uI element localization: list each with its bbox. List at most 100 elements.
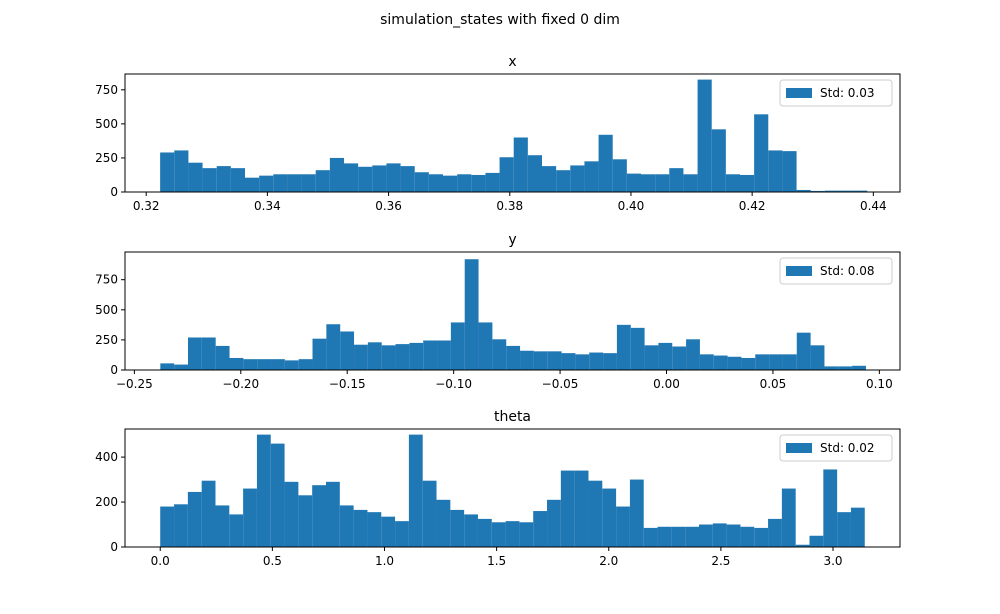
- histogram-bar: [629, 479, 644, 547]
- histogram-bar: [301, 174, 316, 192]
- histogram-bar: [187, 491, 202, 547]
- subplot-x: x 0.32 0.34 0.36 0.38 0.40 0.42 0.44 0 250 500 750 S…: [95, 54, 901, 213]
- histogram-bar: [160, 506, 175, 547]
- histogram-bar: [574, 470, 589, 547]
- x-tick-label: 3.0: [823, 554, 842, 568]
- histogram-bar: [672, 346, 687, 370]
- histogram-bar: [443, 175, 458, 192]
- histogram-bar: [809, 535, 824, 547]
- histogram-bar: [471, 174, 486, 192]
- histogram-bar: [202, 168, 217, 192]
- subplot-title: y: [508, 232, 516, 248]
- histogram-bar: [810, 190, 825, 192]
- histogram-bar: [423, 340, 438, 370]
- histogram-bar: [853, 190, 868, 192]
- x-tick-label: 0.00: [653, 377, 680, 391]
- histogram-bar: [464, 259, 479, 370]
- histogram-bar: [520, 350, 534, 370]
- x-tick-label: 0.5: [263, 554, 282, 568]
- histogram-bar: [519, 522, 534, 547]
- histogram-bar: [641, 174, 656, 192]
- histogram-bar: [478, 322, 493, 370]
- histogram-bar: [477, 518, 492, 547]
- histogram-bar: [685, 526, 699, 547]
- histogram-bar: [492, 339, 507, 370]
- histogram-bar: [339, 505, 354, 547]
- axes-frame: [124, 428, 901, 548]
- histogram-bar: [626, 173, 641, 192]
- histogram-bar: [547, 499, 561, 547]
- x-tick-label: 1.5: [487, 554, 506, 568]
- histogram-bar: [174, 150, 189, 192]
- x-tick-label: 2.0: [599, 554, 618, 568]
- histogram-bar: [340, 331, 355, 370]
- histogram-bar: [259, 175, 274, 192]
- histogram-bar: [160, 363, 175, 370]
- x-tick-label: 0.36: [375, 199, 402, 213]
- x-tick-label: −0.25: [116, 377, 153, 391]
- histogram-bar: [560, 470, 575, 547]
- histogram-bar: [436, 499, 451, 547]
- x-tick-label: −0.15: [329, 377, 366, 391]
- histogram-bar: [367, 512, 382, 547]
- histogram-bar: [457, 174, 472, 192]
- histogram-bar: [284, 360, 299, 370]
- histogram-bar: [174, 504, 188, 547]
- histogram-bar: [570, 165, 585, 192]
- legend-swatch: [786, 266, 812, 276]
- histogram-bar: [174, 364, 189, 370]
- histogram-bar: [810, 345, 825, 370]
- y-tick-label: 500: [95, 117, 118, 131]
- histogram-bar: [725, 174, 740, 192]
- histogram-bar: [643, 527, 658, 547]
- histogram-bar: [271, 359, 285, 370]
- histogram-bar: [527, 155, 542, 192]
- histogram-bar: [824, 366, 839, 370]
- x-tick-label: −0.05: [542, 377, 579, 391]
- histogram-bar: [727, 356, 742, 370]
- histogram-bar: [408, 434, 423, 547]
- x-tick-label: 0.10: [866, 377, 893, 391]
- subplot-theta: theta 0.0 0.5 1.0 1.5 2.0 2.5 3.0 0 200 400 Std: 0.…: [95, 409, 901, 568]
- x-tick-label: 0.32: [133, 199, 160, 213]
- x-tick-label: −0.10: [435, 377, 472, 391]
- histogram-bar: [533, 351, 548, 370]
- y-tick-label: 750: [95, 273, 118, 287]
- x-tick-label: 0.42: [739, 199, 766, 213]
- histogram-bar: [823, 469, 838, 547]
- histogram-bar: [739, 174, 755, 192]
- histogram-bar: [437, 340, 451, 370]
- histogram-bar: [616, 506, 630, 547]
- histogram-bar: [464, 514, 478, 547]
- x-tick-label: 2.5: [711, 554, 730, 568]
- axes-frame: [124, 73, 901, 193]
- histogram-bar: [505, 521, 520, 547]
- histogram-bar: [287, 174, 302, 192]
- histogram-bar: [838, 190, 854, 192]
- legend-box: [779, 79, 893, 107]
- histogram-bar: [229, 514, 244, 547]
- histogram-bar: [367, 342, 382, 370]
- histogram-bar: [838, 366, 853, 370]
- y-tick-label: 500: [95, 303, 118, 317]
- histogram-bar: [245, 177, 260, 192]
- x-tick-label: −0.20: [222, 377, 259, 391]
- histogram-bar: [215, 345, 230, 370]
- histogram-bar: [713, 355, 728, 370]
- histogram-bar: [298, 359, 313, 370]
- legend-box: [779, 434, 893, 462]
- x-tick-label: 0.0: [151, 554, 170, 568]
- histogram-bar: [589, 352, 604, 370]
- histogram-bar: [428, 174, 443, 192]
- histogram-bar: [312, 338, 327, 370]
- histogram-bar: [542, 166, 557, 192]
- histogram-bar: [312, 485, 326, 547]
- histogram-bar: [422, 480, 437, 547]
- subplots-group: x 0.32 0.34 0.36 0.38 0.40 0.42 0.44 0 250 500 750 S…: [95, 54, 901, 568]
- histogram-bar: [243, 359, 258, 370]
- y-tick-label: 400: [95, 450, 118, 464]
- x-tick-label: 0.44: [860, 199, 887, 213]
- histogram-bar: [726, 524, 741, 547]
- histogram-bar: [450, 322, 465, 370]
